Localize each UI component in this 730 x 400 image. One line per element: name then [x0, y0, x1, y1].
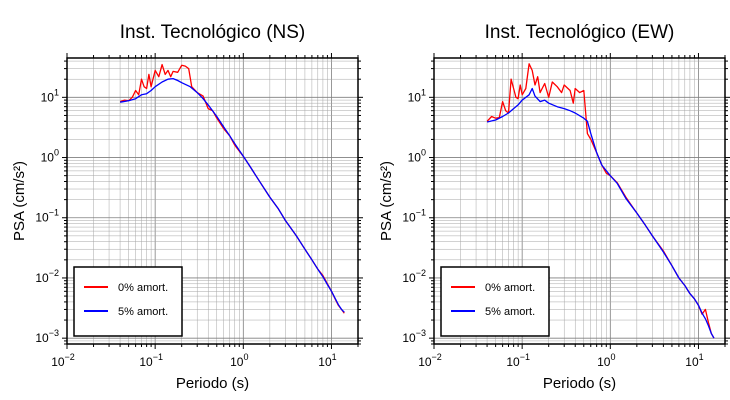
x-axis-label: Periodo (s) — [543, 375, 616, 392]
series-line-damped — [119, 77, 345, 313]
x-tick-label: 10−2 — [418, 352, 442, 369]
y-tick-label: 101 — [41, 87, 59, 104]
chart-title: Inst. Tecnológico (NS) — [120, 22, 306, 43]
legend-box — [440, 266, 550, 337]
x-tick-label: 10−1 — [506, 352, 530, 369]
series-line-damped — [486, 87, 715, 339]
y-tick-label: 10−1 — [35, 208, 59, 225]
y-axis-label: PSA (cm/s²) — [11, 161, 28, 241]
x-tick-label: 10−1 — [139, 352, 163, 369]
legend-label: 0% amort. — [485, 282, 535, 294]
plot-frame — [433, 57, 726, 345]
x-tick-label: 101 — [318, 352, 336, 369]
legend: 0% amort. 5% amort. — [440, 266, 550, 337]
y-tick-label: 10−2 — [35, 268, 59, 285]
y-tick-label: 10−3 — [402, 328, 426, 345]
chart-panel: 10−2 10−1 100 101 10−3 10−2 10−1 100 101 Inst. Te… — [378, 22, 730, 392]
x-axis-label: Periodo (s) — [176, 375, 249, 392]
y-tick-label: 100 — [41, 148, 59, 165]
x-tick-label: 100 — [597, 352, 615, 369]
legend-label: 0% amort. — [118, 282, 168, 294]
y-tick-label: 10−2 — [402, 268, 426, 285]
legend-box — [73, 266, 183, 337]
plot-frame — [66, 57, 359, 345]
y-tick-label: 10−3 — [35, 328, 59, 345]
chart-title: Inst. Tecnológico (EW) — [485, 22, 675, 43]
y-tick-label: 10−1 — [402, 208, 426, 225]
legend: 0% amort. 5% amort. — [73, 266, 183, 337]
legend-label: 5% amort. — [118, 306, 168, 318]
y-tick-label: 100 — [408, 148, 426, 165]
y-axis-label: PSA (cm/s²) — [378, 161, 395, 241]
legend-label: 5% amort. — [485, 306, 535, 318]
y-tick-label: 101 — [408, 87, 426, 104]
x-tick-label: 10−2 — [51, 352, 75, 369]
x-tick-label: 100 — [230, 352, 248, 369]
x-tick-label: 101 — [685, 352, 703, 369]
chart-panel: 10−2 10−1 100 101 10−3 10−2 10−1 100 101 Inst. Te… — [11, 22, 363, 392]
